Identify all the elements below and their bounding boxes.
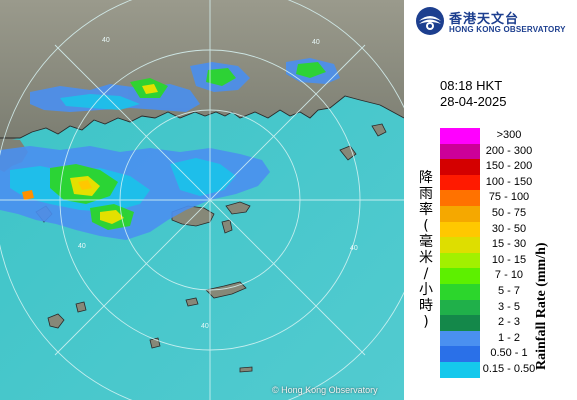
copyright-notice: © Hong Kong Observatory (272, 385, 378, 395)
legend-color-swatch (440, 159, 480, 175)
legend-color-swatch (440, 237, 480, 253)
range-ring-label: 40 (102, 37, 110, 44)
legend-title-english: Rainfall Rate (mm/h) (534, 242, 549, 370)
legend-label: 2 - 3 (497, 316, 520, 329)
legend-row: 2 - 3 (440, 315, 577, 331)
legend-row: 0.15 - 0.50 (440, 361, 577, 378)
legend-color-swatch (440, 330, 480, 347)
legend-label: 50 - 75 (491, 206, 527, 219)
legend-row: 200 - 300 (440, 143, 577, 160)
legend-row: 30 - 50 (440, 221, 577, 238)
legend-row: 150 - 200 (440, 159, 577, 175)
observation-date: 28-04-2025 (440, 94, 507, 109)
rain-echo-intense (78, 180, 92, 190)
legend-row: >300 (440, 128, 577, 144)
offshore-island (339, 145, 357, 161)
rainfall-legend: >300 200 - 300 150 - 200 100 - 150 75 - 100 5… (440, 128, 577, 378)
legend-row: 7 - 10 (440, 268, 577, 284)
legend-color-swatch (440, 268, 480, 284)
offshore-island (47, 313, 65, 329)
legend-row: 5 - 7 (440, 283, 577, 300)
legend-row: 0.50 - 1 (440, 346, 577, 362)
legend-panel: 香港天文台 HONG KONG OBSERVATORY 08:18 HKT 28… (404, 0, 577, 400)
legend-color-swatch (440, 221, 480, 238)
range-ring-labels: 40 40 40 40 40 (78, 37, 358, 330)
legend-row: 100 - 150 (440, 174, 577, 191)
range-ring-label: 40 (201, 323, 209, 330)
range-ring-label: 40 (312, 39, 320, 46)
legend-label: 5 - 7 (497, 284, 520, 297)
legend-label: 7 - 10 (494, 269, 524, 282)
range-ring-label: 40 (78, 243, 86, 250)
legend-color-swatch (440, 174, 480, 191)
legend-row: 50 - 75 (440, 205, 577, 222)
legend-color-swatch (440, 143, 480, 160)
radar-map: 40 40 40 40 40 (0, 0, 404, 400)
hong-kong-island (225, 201, 251, 215)
offshore-island (239, 366, 253, 373)
hko-logo: 香港天文台 HONG KONG OBSERVATORY (415, 6, 577, 38)
legend-color-swatch (440, 346, 480, 362)
legend-row: 10 - 15 (440, 252, 577, 269)
legend-row: 15 - 30 (440, 237, 577, 253)
legend-label: 200 - 300 (485, 144, 533, 157)
legend-label: 10 - 15 (491, 253, 527, 266)
logo-english-name: HONG KONG OBSERVATORY (449, 25, 566, 34)
legend-color-swatch (440, 315, 480, 331)
legend-label: 100 - 150 (485, 175, 533, 188)
observation-time: 08:18 HKT (440, 78, 503, 93)
legend-label: 30 - 50 (491, 222, 527, 235)
legend-row: 3 - 5 (440, 299, 577, 316)
offshore-island (185, 297, 199, 307)
logo-chinese-name: 香港天文台 (449, 11, 520, 26)
range-ring-label: 40 (350, 245, 358, 252)
legend-row: 1 - 2 (440, 330, 577, 347)
legend-label: 1 - 2 (497, 331, 520, 344)
hko-emblem-icon (416, 7, 444, 35)
legend-row: 75 - 100 (440, 190, 577, 206)
lamma-island (221, 219, 233, 234)
offshore-island (75, 301, 87, 313)
legend-label: 3 - 5 (497, 300, 520, 313)
legend-color-swatch (440, 128, 480, 144)
legend-label: 0.15 - 0.50 (482, 362, 536, 375)
legend-color-swatch (440, 190, 480, 206)
legend-color-swatch (440, 283, 480, 300)
legend-color-swatch (440, 299, 480, 316)
legend-color-swatch (440, 252, 480, 269)
offshore-island (371, 123, 387, 137)
rain-echo-orange (22, 190, 34, 200)
legend-color-swatch (440, 361, 480, 378)
legend-color-swatch (440, 205, 480, 222)
legend-label: 0.50 - 1 (490, 347, 528, 360)
coastline (0, 95, 404, 139)
range-rings (0, 0, 404, 400)
legend-label: 15 - 30 (491, 238, 527, 251)
legend-label: 150 - 200 (485, 160, 533, 173)
legend-label: >300 (496, 129, 522, 141)
legend-title-chinese: 降雨率(毫米 / 小時) (419, 170, 433, 330)
legend-label: 75 - 100 (488, 191, 530, 204)
